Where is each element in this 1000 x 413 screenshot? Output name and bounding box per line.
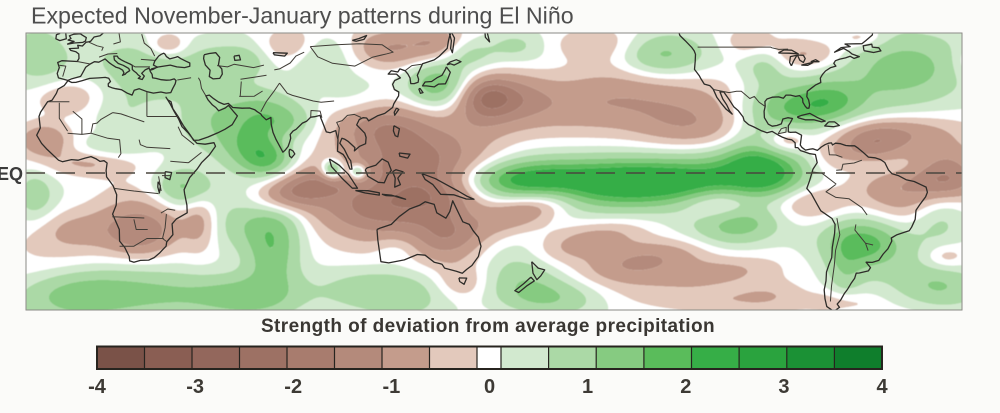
svg-text:3: 3 [778,376,789,398]
svg-text:Expected November-January patt: Expected November-January patterns durin… [31,3,574,29]
svg-text:-2: -2 [284,376,302,398]
svg-text:1: 1 [582,376,593,398]
svg-text:0: 0 [484,376,495,398]
svg-text:-1: -1 [383,376,401,398]
svg-text:Strength of deviation from ave: Strength of deviation from average preci… [261,316,715,337]
svg-text:-4: -4 [88,376,107,398]
svg-text:-3: -3 [186,376,204,398]
svg-text:2: 2 [680,376,691,398]
svg-text:EQ: EQ [0,164,23,184]
svg-text:4: 4 [876,376,888,398]
